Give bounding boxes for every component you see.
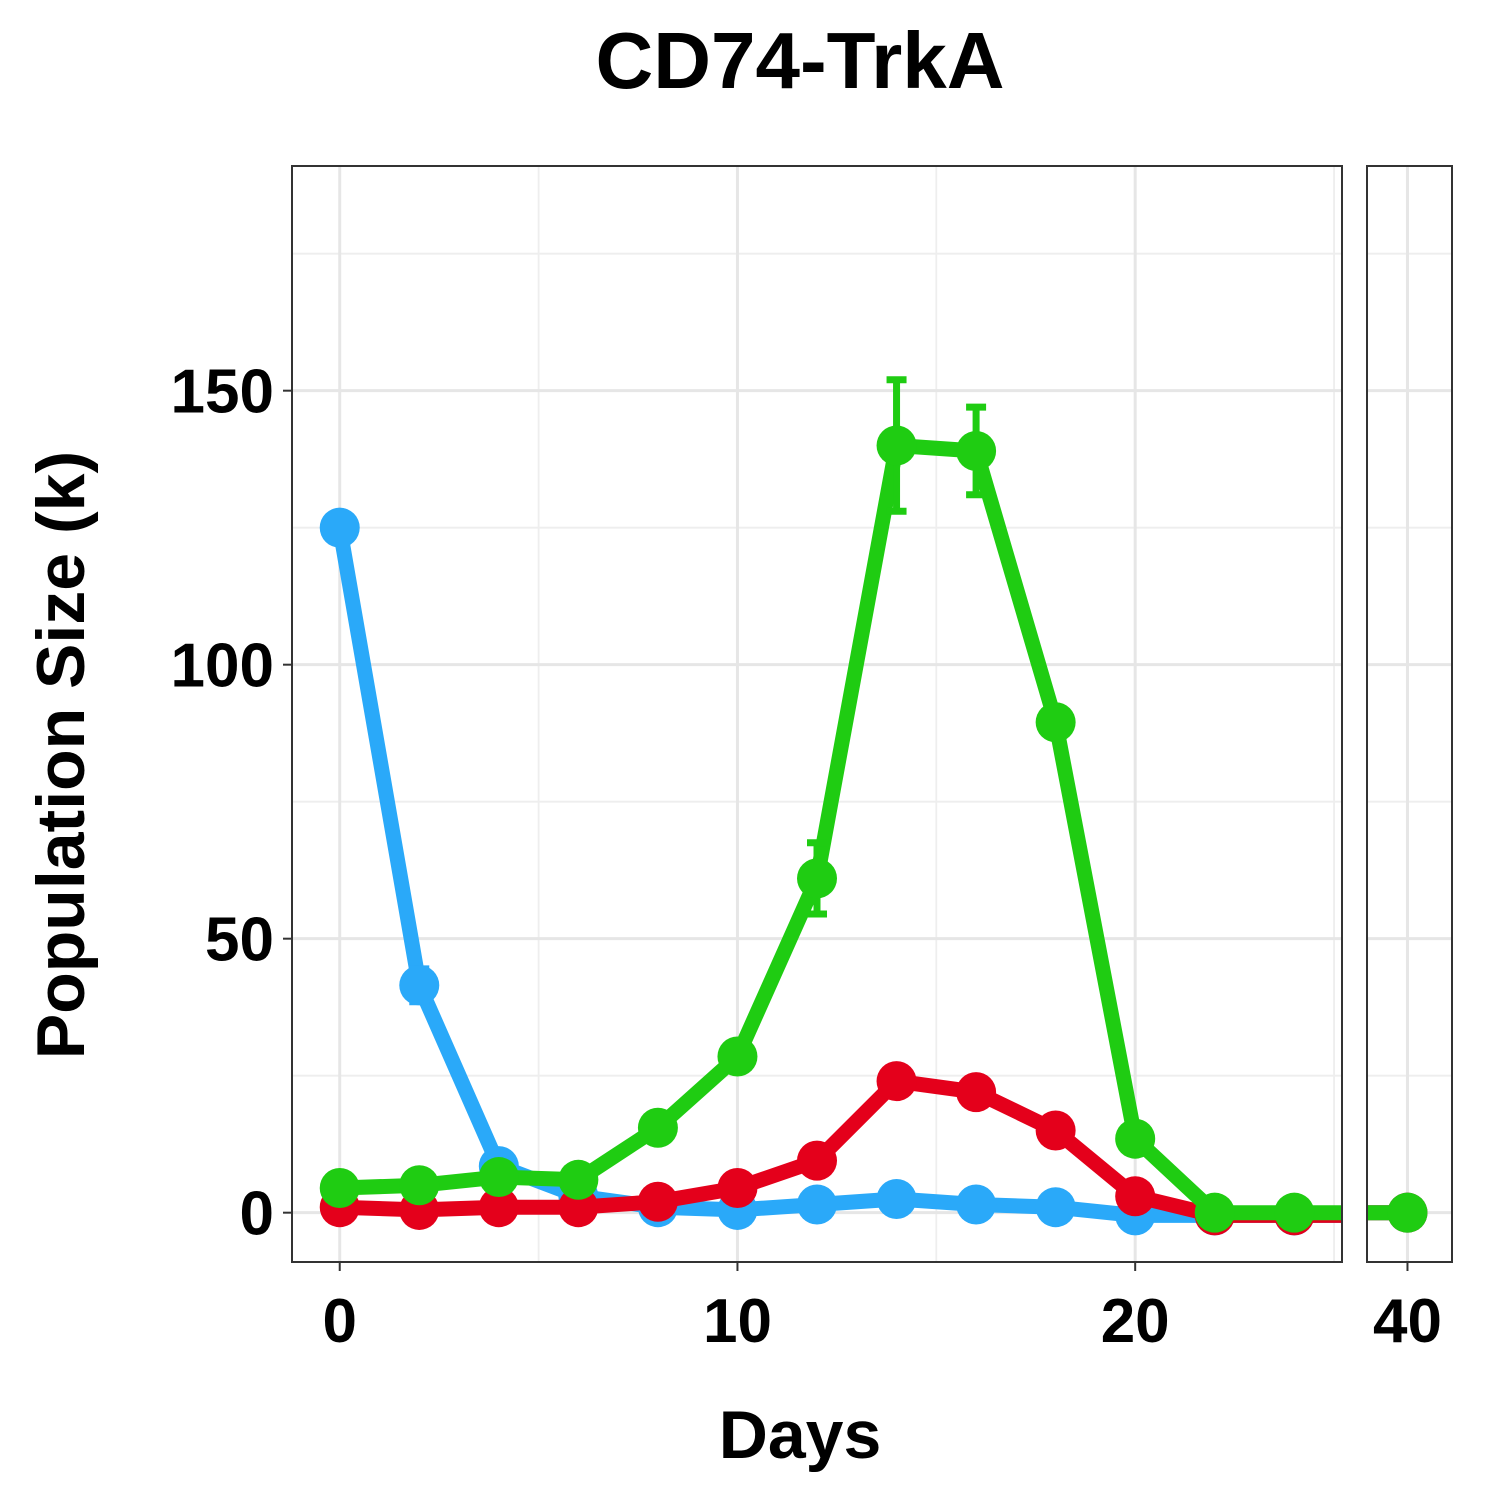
series-3-panel-1: [319, 376, 1342, 1233]
data-point: [797, 858, 837, 899]
data-point: [1115, 1118, 1156, 1159]
data-point: [876, 1061, 917, 1102]
panel-border-2: [1366, 165, 1453, 1263]
data-point: [399, 965, 440, 1006]
data-point: [717, 1036, 758, 1077]
x-tick-label: 0: [322, 1287, 356, 1356]
y-tick-label: 150: [171, 358, 274, 427]
x-tick-label: 20: [1101, 1287, 1170, 1356]
data-point: [1194, 1192, 1235, 1233]
y-tick-label: 0: [240, 1180, 274, 1249]
data-point: [558, 1159, 599, 1200]
data-point: [717, 1168, 758, 1209]
data-point: [558, 1187, 599, 1228]
x-axis-title: Days: [719, 1397, 882, 1473]
panel-background-1: [292, 166, 1342, 1262]
y-tick-label: 50: [205, 906, 274, 975]
data-point: [319, 1168, 360, 1209]
x-tick-label: 10: [703, 1287, 772, 1356]
data-point: [637, 1181, 678, 1222]
data-point: [1035, 702, 1076, 743]
data-point: [478, 1187, 519, 1228]
y-axis-title: Population Size (k): [23, 451, 99, 1059]
panel-border-1: [291, 165, 1343, 1263]
data-point: [956, 430, 997, 471]
plot-area: 0 10 20 40 0 50 100 150: [171, 165, 1453, 1356]
data-point: [399, 1165, 440, 1206]
series-3-panel-2: [1367, 1192, 1428, 1233]
data-point: [1035, 1187, 1076, 1228]
data-point: [478, 1157, 519, 1198]
data-point: [1115, 1176, 1156, 1217]
grid-panel-1: [292, 166, 1342, 1262]
data-point: [1387, 1192, 1428, 1233]
data-point: [797, 1184, 837, 1225]
y-tick-label: 100: [171, 632, 274, 701]
data-point: [1035, 1110, 1076, 1151]
data-point: [876, 1178, 917, 1219]
x-tick-label: 40: [1373, 1287, 1442, 1356]
data-point: [1274, 1192, 1315, 1233]
data-point: [876, 425, 917, 466]
data-point: [637, 1107, 678, 1148]
data-point: [956, 1184, 997, 1225]
data-point: [319, 507, 360, 548]
panel-background-2: [1367, 166, 1452, 1262]
chart-title: CD74-TrkA: [595, 16, 1004, 105]
data-point: [956, 1072, 997, 1113]
data-point: [797, 1140, 837, 1181]
